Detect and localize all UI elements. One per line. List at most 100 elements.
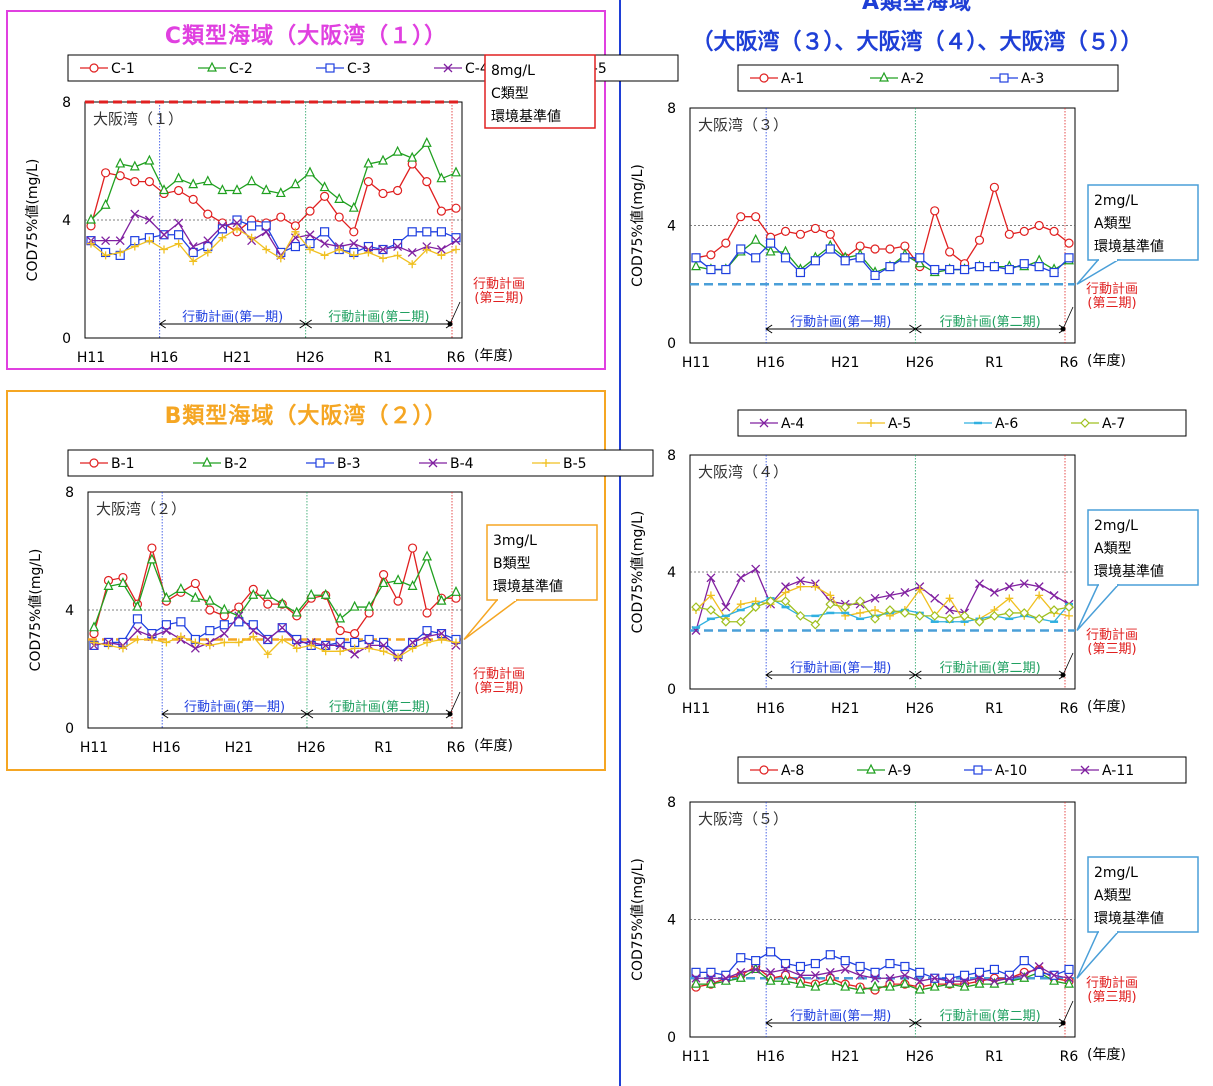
plot-group: 大阪湾（５） 行動計画(第一期) 行動計画(第二期) 行動計画(第三期) 0 4 8 COD7… bbox=[630, 756, 1199, 1065]
point-C-1-H29 bbox=[349, 227, 359, 237]
plot-area bbox=[87, 491, 463, 729]
point-A-10-R6 bbox=[1064, 964, 1074, 975]
standard-callout-box bbox=[1087, 856, 1199, 933]
standard-value-label: 2mg/L bbox=[1094, 518, 1138, 534]
x-tick-H11: H11 bbox=[77, 350, 105, 366]
point-C-2-H15 bbox=[144, 154, 155, 165]
point-B-4-H24 bbox=[277, 623, 287, 633]
point-C-1-R6 bbox=[451, 203, 461, 213]
point-A-3-R1 bbox=[989, 262, 1000, 272]
point-C-3-R6 bbox=[451, 233, 461, 243]
x-tick-H16: H16 bbox=[150, 350, 178, 366]
legend-marker-A-2 bbox=[879, 71, 889, 82]
legend-marker-C-3 bbox=[325, 63, 335, 73]
point-C-3-R3 bbox=[407, 227, 417, 237]
point-B-5-H22 bbox=[249, 632, 258, 641]
point-B-5-H14 bbox=[133, 635, 142, 644]
point-B-5-R4 bbox=[423, 638, 432, 647]
point-B-3-H16 bbox=[161, 620, 171, 630]
point-B-2-H30 bbox=[364, 600, 375, 611]
point-A-7-H22 bbox=[855, 596, 865, 607]
x-tick-H11: H11 bbox=[682, 1049, 710, 1065]
point-B-2-H20 bbox=[219, 603, 230, 614]
point-B-5-H26 bbox=[307, 641, 316, 650]
point-C-5-R1 bbox=[379, 254, 387, 263]
point-A-3-R3 bbox=[1019, 259, 1029, 269]
point-C-2-R5 bbox=[436, 172, 447, 183]
point-B-3-H20 bbox=[219, 620, 229, 630]
point-C-5-H18 bbox=[189, 257, 198, 266]
point-B-2-H29 bbox=[349, 600, 360, 611]
y-tick-0: 0 bbox=[667, 682, 676, 698]
point-A-3-R5 bbox=[1049, 267, 1059, 278]
legend-label-B-3: B-3 bbox=[337, 456, 361, 472]
point-A-4-R5 bbox=[1049, 590, 1059, 600]
standard-callout-box bbox=[1087, 184, 1199, 261]
point-B-5-H23 bbox=[263, 650, 272, 659]
point-A-4-H25 bbox=[900, 588, 910, 597]
point-B-4-R1 bbox=[379, 640, 389, 650]
point-C-2-R3 bbox=[407, 151, 418, 162]
point-A-9-H17 bbox=[780, 974, 791, 985]
point-B-4-R4 bbox=[422, 632, 432, 642]
standard-value-label: 3mg/L bbox=[493, 533, 537, 549]
phase3-label-line2: (第三期) bbox=[1087, 990, 1136, 1005]
point-A-3-H16 bbox=[765, 238, 776, 248]
point-C-1-H15 bbox=[144, 177, 154, 187]
standard-caption-label: 環境基準値 bbox=[1094, 910, 1164, 927]
x-tick-H21: H21 bbox=[831, 355, 859, 371]
point-C-3-H21 bbox=[232, 215, 242, 225]
point-A-7-R3 bbox=[1019, 608, 1030, 618]
point-C-2-H30 bbox=[363, 157, 374, 168]
point-B-1-H15 bbox=[147, 543, 157, 553]
point-A-3-H13 bbox=[721, 264, 731, 275]
phase1-arrow-left bbox=[765, 324, 773, 334]
point-C-2-H12 bbox=[100, 198, 111, 209]
a-type-title-line1: A類型海域 bbox=[861, 0, 973, 15]
point-C-2-H18 bbox=[188, 178, 199, 189]
point-A-7-R4 bbox=[1034, 613, 1045, 624]
point-B-3-H17 bbox=[176, 617, 186, 627]
point-B-2-R3 bbox=[407, 580, 418, 591]
point-C-1-H17 bbox=[174, 185, 184, 196]
legend-box bbox=[737, 64, 1119, 92]
legend-label-C-3: C-3 bbox=[347, 61, 371, 77]
point-B-3-H30 bbox=[364, 634, 374, 645]
point-C-5-R2 bbox=[393, 251, 402, 260]
point-A-7-H16 bbox=[765, 596, 776, 607]
point-A-11-H29 bbox=[960, 976, 970, 986]
point-C-1-H18 bbox=[188, 194, 198, 204]
legend-label-B-4: B-4 bbox=[450, 456, 474, 472]
point-C-1-H12 bbox=[100, 168, 111, 178]
x-tick-H16: H16 bbox=[756, 1049, 784, 1065]
point-B-1-H29 bbox=[350, 628, 360, 639]
point-C-4-H20 bbox=[217, 221, 227, 231]
point-A-3-H12 bbox=[706, 264, 716, 275]
point-A-4-H23 bbox=[870, 593, 880, 603]
point-C-4-H21 bbox=[232, 218, 242, 228]
point-A-9-H16 bbox=[765, 974, 776, 985]
y-tick-8: 8 bbox=[667, 448, 676, 464]
point-C-4-H13 bbox=[115, 236, 125, 246]
area-label: 大阪湾（２） bbox=[96, 500, 186, 518]
standard-callout-box bbox=[486, 524, 598, 601]
point-C-4-H29 bbox=[349, 239, 359, 249]
plot-group: 大阪湾（１） 行動計画(第一期) 行動計画(第二期) 行動計画(第三期) 0 4 8 COD7… bbox=[25, 54, 679, 366]
point-B-2-R4 bbox=[422, 550, 433, 561]
standard-callout-box bbox=[1087, 509, 1199, 586]
point-B-5-H24 bbox=[278, 635, 287, 644]
point-A-7-H17 bbox=[780, 596, 791, 607]
point-A-9-H19 bbox=[810, 980, 821, 991]
legend-box bbox=[737, 409, 1187, 437]
a-type-divider bbox=[619, 0, 621, 1086]
point-B-5-H27 bbox=[321, 647, 330, 656]
point-C-3-R2 bbox=[393, 239, 403, 249]
x-tick-R1: R1 bbox=[985, 1049, 1004, 1065]
point-C-5-H30 bbox=[364, 248, 373, 257]
point-A-10-H28 bbox=[945, 973, 955, 983]
point-C-1-R5 bbox=[436, 206, 446, 216]
standard-type-label: A類型 bbox=[1094, 888, 1132, 904]
point-C-4-H19 bbox=[203, 236, 213, 246]
point-C-4-R2 bbox=[393, 242, 403, 252]
